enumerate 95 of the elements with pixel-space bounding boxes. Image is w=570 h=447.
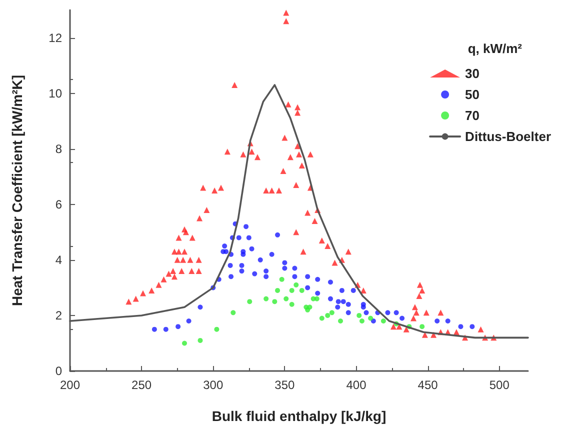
point [380,318,386,324]
legend-label: 50 [465,87,480,102]
point [315,290,320,296]
y-tick-label: 6 [55,197,62,212]
point [305,274,310,280]
point [445,318,450,324]
point [264,296,269,302]
point [336,299,341,304]
point [319,316,324,321]
legend-title: q, kW/m² [468,41,523,56]
point [325,312,330,318]
x-tick-label: 400 [346,378,367,392]
point [329,310,334,316]
point [222,244,228,249]
point [239,268,244,274]
legend-label: Dittus-Boelter [465,129,552,144]
point [246,235,252,240]
y-tick-label: 0 [55,364,62,378]
point [385,310,390,316]
point [214,326,220,332]
point [400,316,405,321]
y-tick-label: 12 [48,30,62,45]
y-tick-label: 10 [48,86,62,100]
point [356,312,362,318]
x-tick-label: 350 [274,378,296,392]
point [314,296,320,302]
x-tick-label: 200 [60,378,80,392]
point [228,262,233,268]
y-tick-label: 4 [55,252,62,267]
point [264,274,269,280]
point [272,299,278,304]
point [247,299,252,304]
point [198,338,203,343]
point [294,282,299,288]
y-axis-title: Heat Transfer Coefficient [kW/m²K] [9,74,25,306]
x-axis-title: Bulk fluid enthalpy [kJ/kg] [212,408,386,424]
point [434,318,440,324]
point [249,246,254,252]
point [176,324,181,330]
point [275,288,280,293]
legend-label: 70 [465,108,480,123]
point [328,296,333,302]
point [282,260,288,266]
point [328,280,333,285]
point [315,276,320,282]
y-tick-label: 2 [55,308,62,322]
point [292,274,298,280]
point [305,285,310,290]
x-tick-label: 500 [489,378,510,392]
x-tick-label: 450 [418,378,438,392]
point [305,307,310,312]
point [182,340,187,346]
point [186,318,192,324]
point [299,288,304,293]
point [420,324,425,330]
point [470,324,475,330]
point [240,249,246,254]
point [394,310,399,316]
point [359,318,364,324]
point [340,299,346,304]
point [370,318,376,324]
point [282,266,288,271]
point [244,224,249,230]
point [289,288,294,293]
point [224,249,229,254]
y-tick-label: 8 [55,142,62,156]
point [289,302,294,307]
point [292,266,298,271]
point [258,257,263,262]
point [338,318,344,324]
point [284,296,289,302]
point [350,288,356,293]
point [364,310,369,316]
point [346,310,351,316]
point [163,326,168,332]
point [275,232,280,238]
point [239,262,244,268]
legend-label: 30 [465,66,480,81]
point [335,304,340,310]
point [269,252,274,257]
point [230,310,236,316]
x-tick-label: 300 [203,378,224,392]
point [198,304,203,310]
point [264,268,269,274]
point [339,288,344,293]
x-tick-label: 250 [132,378,152,392]
point [236,235,242,240]
point [252,271,258,276]
point [458,324,464,330]
point [346,302,351,307]
point [152,326,157,332]
point [360,304,366,310]
point [279,276,284,282]
point [228,274,234,280]
point [368,316,374,321]
